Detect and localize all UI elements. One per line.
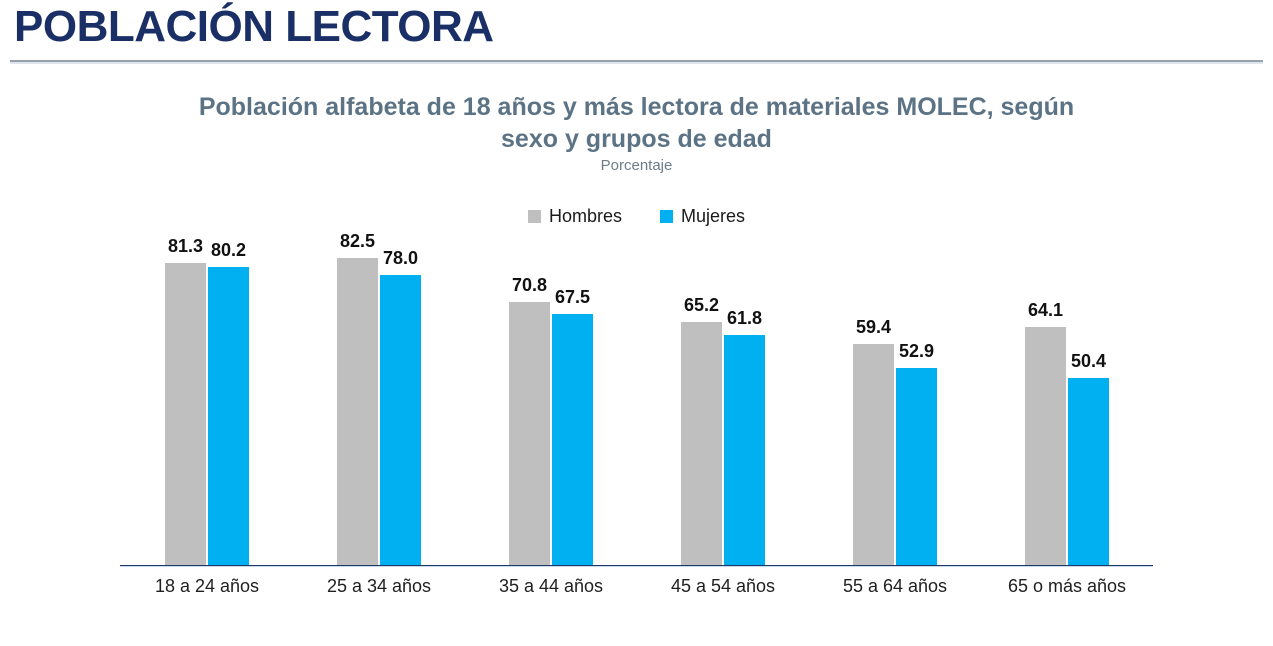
bar-value-hombres-3: 65.2 (683, 295, 720, 315)
category-label-4: 55 a 64 años (842, 576, 948, 596)
bar-value-hombres-5: 64.1 (1027, 300, 1064, 320)
chart-title-line2: sexo y grupos de edad (501, 125, 772, 153)
bar-value-mujeres-4: 52.9 (898, 341, 935, 361)
bar-value-hombres-0: 81.3 (167, 236, 204, 256)
legend-item-hombres: Hombres (527, 206, 622, 227)
chart-legend: Hombres Mujeres (0, 206, 1273, 227)
bar-value-hombres-1: 82.5 (339, 231, 376, 251)
legend-item-mujeres: Mujeres (660, 206, 745, 227)
plot-area: 81.3 80.2 82.5 78.0 70.8 67.5 65.2 61.8 59.4 52.9… (120, 0, 1153, 565)
bar-value-hombres-2: 70.8 (511, 275, 548, 295)
bar-value-mujeres-5: 50.4 (1070, 351, 1107, 371)
chart-title-line1: Población alfabeta de 18 años y más lect… (198, 93, 1075, 121)
bar-value-mujeres-1: 78.0 (382, 248, 419, 268)
legend-label-hombres: Hombres (548, 206, 622, 226)
bar-mujeres-1 (380, 275, 421, 565)
x-axis-labels: 18 a 24 años 25 a 34 años 35 a 44 años 45 a… (120, 576, 1153, 602)
bar-mujeres-0 (208, 267, 249, 565)
chart-unit-label: Porcentaje (600, 157, 673, 174)
bar-hombres-2 (509, 302, 550, 565)
bar-mujeres-5 (1068, 378, 1109, 565)
bar-hombres-3 (681, 322, 722, 565)
title-divider (10, 60, 1263, 62)
page-title: POBLACIÓN LECTORA (14, 2, 494, 51)
legend-swatch-mujeres (660, 210, 673, 223)
bar-value-mujeres-0: 80.2 (210, 240, 247, 260)
bar-mujeres-2 (552, 314, 593, 565)
category-label-2: 35 a 44 años (498, 576, 604, 596)
bar-mujeres-3 (724, 335, 765, 565)
chart-title: Población alfabeta de 18 años y más lect… (0, 91, 1273, 155)
legend-label-mujeres: Mujeres (681, 206, 746, 226)
bar-hombres-0 (165, 263, 206, 565)
bar-hombres-1 (337, 258, 378, 565)
bar-hombres-4 (853, 344, 894, 565)
category-label-0: 18 a 24 años (154, 576, 260, 596)
bar-mujeres-4 (896, 368, 937, 565)
category-label-5: 65 o más años (1007, 576, 1127, 596)
bar-value-mujeres-3: 61.8 (726, 308, 763, 328)
category-label-1: 25 a 34 años (326, 576, 432, 596)
bar-value-hombres-4: 59.4 (855, 317, 892, 337)
category-label-3: 45 a 54 años (670, 576, 776, 596)
bar-value-mujeres-2: 67.5 (554, 287, 591, 307)
legend-swatch-hombres (527, 210, 541, 223)
bar-hombres-5 (1025, 327, 1066, 565)
x-axis-line (120, 565, 1153, 567)
